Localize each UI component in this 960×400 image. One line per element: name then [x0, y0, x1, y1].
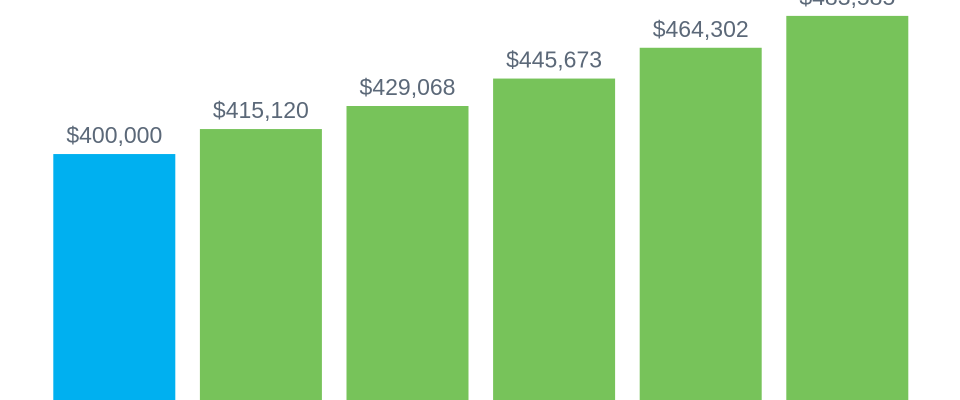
data-label: $429,068 — [360, 74, 456, 100]
data-label: $483,585 — [799, 0, 895, 10]
bar — [639, 47, 762, 400]
bar — [53, 154, 176, 400]
data-label: $400,000 — [66, 122, 162, 148]
bar — [346, 106, 469, 400]
data-label: $415,120 — [213, 97, 309, 123]
bar — [493, 78, 616, 400]
bar — [786, 15, 909, 400]
bar — [199, 129, 322, 400]
data-label: $445,673 — [506, 47, 602, 73]
data-label: $464,302 — [653, 16, 749, 42]
